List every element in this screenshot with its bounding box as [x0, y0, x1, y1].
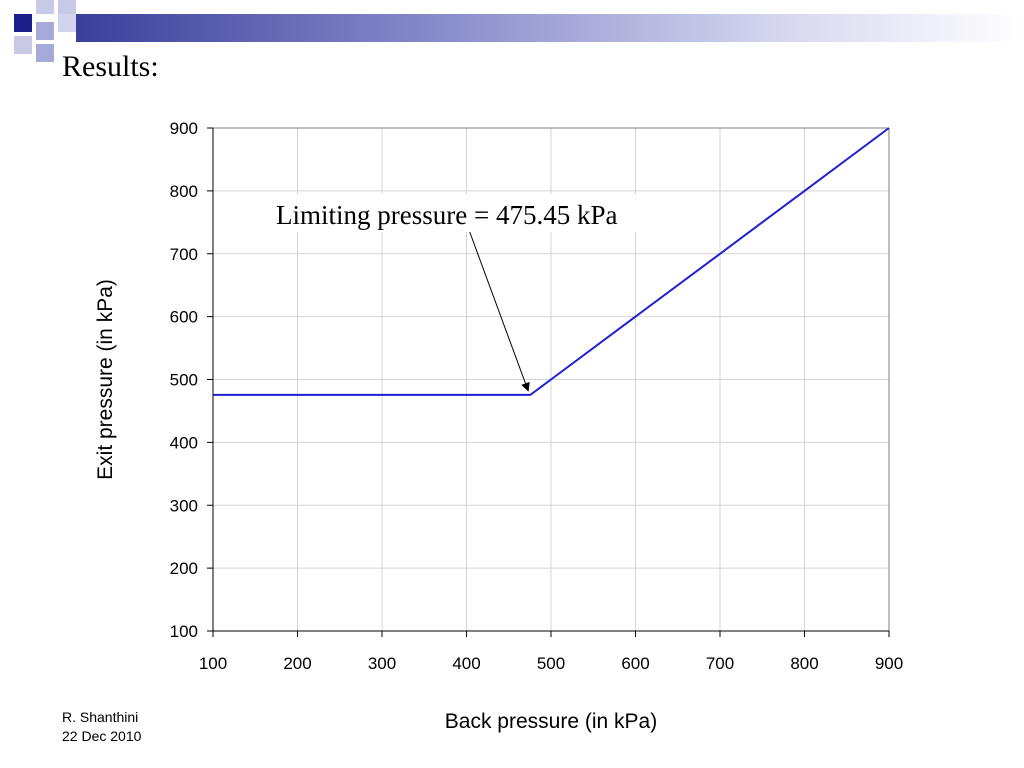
- annotation-arrow: [468, 229, 530, 392]
- x-tick-label: 500: [537, 654, 565, 673]
- x-tick-label: 600: [621, 654, 649, 673]
- x-tick-label: 400: [452, 654, 480, 673]
- y-tick-label: 800: [170, 182, 198, 201]
- x-tick-label: 700: [706, 654, 734, 673]
- x-axis-label: Back pressure (in kPa): [445, 710, 657, 733]
- x-tick-label: 200: [283, 654, 311, 673]
- deco-square-light-3: [36, 22, 54, 40]
- y-tick-label: 200: [170, 559, 198, 578]
- header-gradient-bar: [76, 14, 1024, 42]
- y-tick-label: 300: [170, 496, 198, 515]
- footer-date: 22 Dec 2010: [62, 728, 142, 744]
- slide-title: Results:: [62, 50, 159, 83]
- y-tick-label: 400: [170, 433, 198, 452]
- deco-square-dark-1: [14, 14, 32, 32]
- y-tick-label: 100: [170, 622, 198, 641]
- deco-square-light-6: [36, 44, 54, 62]
- y-axis-label: Exit pressure (in kPa): [94, 279, 117, 480]
- x-tick-label: 300: [368, 654, 396, 673]
- deco-square-light-2: [58, 0, 76, 14]
- x-tick-label: 100: [199, 654, 227, 673]
- footer-author: R. Shanthini: [62, 709, 139, 725]
- annotation-background: [268, 194, 716, 232]
- slide-footer: R. Shanthini 22 Dec 2010: [62, 708, 141, 746]
- deco-square-light-1: [36, 0, 54, 14]
- x-tick-label: 800: [790, 654, 818, 673]
- series-line: [213, 127, 890, 396]
- deco-square-light-5: [14, 36, 32, 54]
- y-tick-label: 600: [170, 308, 198, 327]
- y-tick-label: 500: [170, 371, 198, 390]
- x-tick-label: 900: [875, 654, 903, 673]
- y-tick-label: 700: [170, 245, 198, 264]
- deco-square-light-4: [58, 14, 76, 32]
- y-tick-label: 900: [170, 119, 198, 138]
- annotation-text: Limiting pressure = 475.45 kPa: [276, 200, 617, 230]
